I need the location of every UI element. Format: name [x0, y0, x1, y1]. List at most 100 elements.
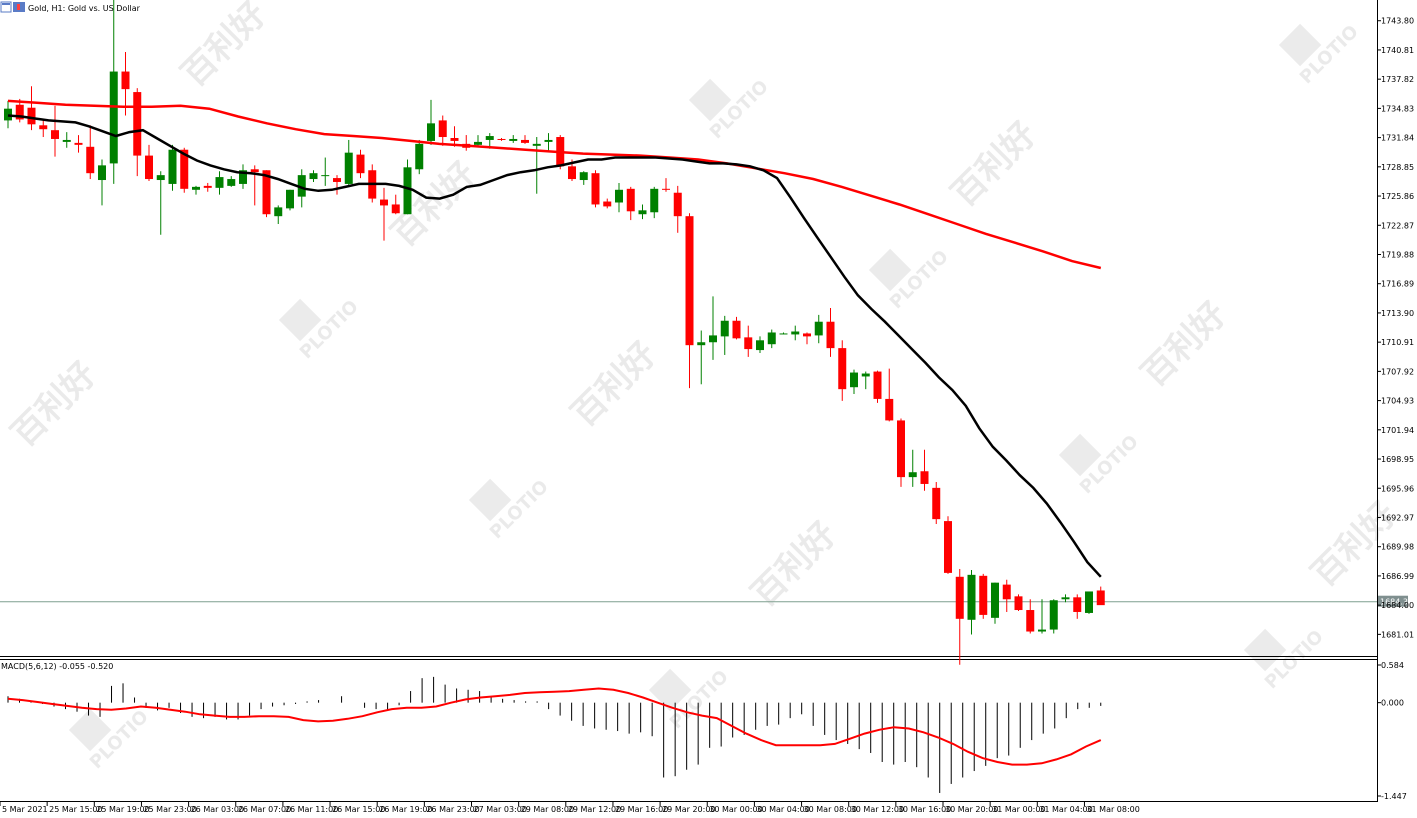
- candle-body: [814, 321, 823, 336]
- candle: [615, 182, 623, 213]
- candle: [944, 516, 952, 574]
- candle-body: [579, 172, 588, 181]
- candle-body: [168, 149, 177, 184]
- candle-body: [309, 173, 318, 180]
- candle: [650, 186, 659, 219]
- candle: [497, 138, 506, 141]
- time-tick-label: 26 Mar 15:00: [332, 805, 385, 814]
- time-tick-label: 26 Mar 23:00: [426, 805, 479, 814]
- price-tick-label: 1731.84: [1381, 134, 1414, 143]
- candle-body: [380, 199, 388, 206]
- candle-body: [908, 472, 917, 478]
- candle: [685, 213, 694, 389]
- candle: [673, 185, 682, 233]
- candle: [1038, 599, 1046, 634]
- candle: [98, 159, 106, 206]
- candle-body: [861, 373, 870, 377]
- price-tick-label: 1686.99: [1381, 572, 1414, 581]
- time-tick-label: 29 Mar 12:00: [568, 805, 621, 814]
- candle: [74, 135, 83, 153]
- candle-body: [274, 207, 283, 217]
- candle-body: [685, 216, 694, 346]
- time-tick-label: 29 Mar 08:00: [521, 805, 574, 814]
- candle: [826, 308, 835, 357]
- candle-body: [403, 167, 412, 215]
- watermark: PLOTIO: [868, 246, 953, 313]
- candle: [344, 139, 353, 186]
- candle: [967, 569, 976, 635]
- candle-body: [756, 340, 764, 351]
- candle: [227, 176, 236, 187]
- candle-body: [145, 155, 153, 180]
- price-tick-label: 1743.80: [1381, 17, 1414, 26]
- candle-body: [1002, 584, 1011, 600]
- candle: [920, 449, 929, 491]
- watermark: 百利好: [944, 114, 1044, 214]
- candle: [591, 170, 600, 208]
- candle-body: [509, 138, 518, 141]
- candle: [286, 189, 294, 211]
- candle: [380, 187, 388, 241]
- candle-body: [650, 188, 659, 213]
- candle: [86, 125, 95, 180]
- candle: [203, 182, 212, 192]
- watermark: PLOTIO: [1058, 431, 1143, 498]
- candle-body: [1085, 591, 1093, 613]
- candle-body: [673, 192, 682, 217]
- macd-panel: MACD(5,6,12) -0.055 -0.520 0.584 0.000 -1.4…: [1, 661, 1407, 801]
- candle: [109, 0, 118, 184]
- candle-body: [591, 173, 600, 205]
- candle-body: [262, 170, 271, 215]
- candle: [697, 330, 706, 385]
- time-tick-label: 25 Mar 15:00: [49, 805, 102, 814]
- candle-body: [568, 166, 576, 180]
- candle-body: [779, 333, 788, 335]
- time-tick-label: 25 Mar 19:00: [96, 805, 149, 814]
- candle-body: [838, 348, 847, 390]
- candle-body: [156, 175, 165, 181]
- price-axis: 1743.80 1740.81 1737.82 1734.83 1731.84 1728.…: [1377, 17, 1414, 639]
- candle: [579, 171, 588, 185]
- candle: [979, 573, 988, 619]
- watermark-cn: 百利好: [384, 154, 484, 254]
- candle: [861, 371, 870, 390]
- candle-body: [133, 92, 142, 156]
- candle: [838, 340, 847, 401]
- price-tick-label: 1719.88: [1381, 250, 1414, 259]
- candle-body: [250, 169, 259, 173]
- candle-body: [450, 138, 459, 141]
- price-tick-label: 1722.87: [1381, 221, 1414, 230]
- watermark: 百利好: [174, 0, 274, 95]
- candle: [1014, 594, 1023, 611]
- candle-body: [297, 175, 306, 197]
- macd-tick-label: 0.584: [1381, 661, 1404, 670]
- watermark: 百利好: [384, 154, 484, 254]
- candle-body: [438, 120, 447, 138]
- candle: [1085, 591, 1093, 614]
- price-tick-label: 1684.00: [1381, 601, 1414, 610]
- candle-body: [709, 335, 717, 343]
- watermark-cn: 百利好: [944, 114, 1044, 214]
- candle-body: [603, 201, 612, 207]
- candle-body: [497, 138, 506, 140]
- candle-body: [920, 471, 929, 484]
- candle-body: [897, 420, 905, 478]
- candle: [321, 157, 330, 186]
- candle-body: [239, 170, 247, 184]
- time-tick-label: 30 Mar 12:00: [851, 805, 904, 814]
- watermark: PLOTIO: [68, 706, 153, 773]
- candle-body: [62, 139, 71, 142]
- candle: [438, 115, 447, 146]
- candle-body: [955, 576, 964, 619]
- candle-body: [873, 371, 882, 399]
- candle: [732, 316, 741, 340]
- candle: [427, 99, 435, 145]
- candle-body: [1049, 600, 1058, 630]
- candle-body: [932, 487, 941, 520]
- watermark: 百利好: [1134, 294, 1234, 394]
- candle: [991, 582, 999, 624]
- candle: [415, 139, 424, 175]
- candle-body: [991, 582, 999, 618]
